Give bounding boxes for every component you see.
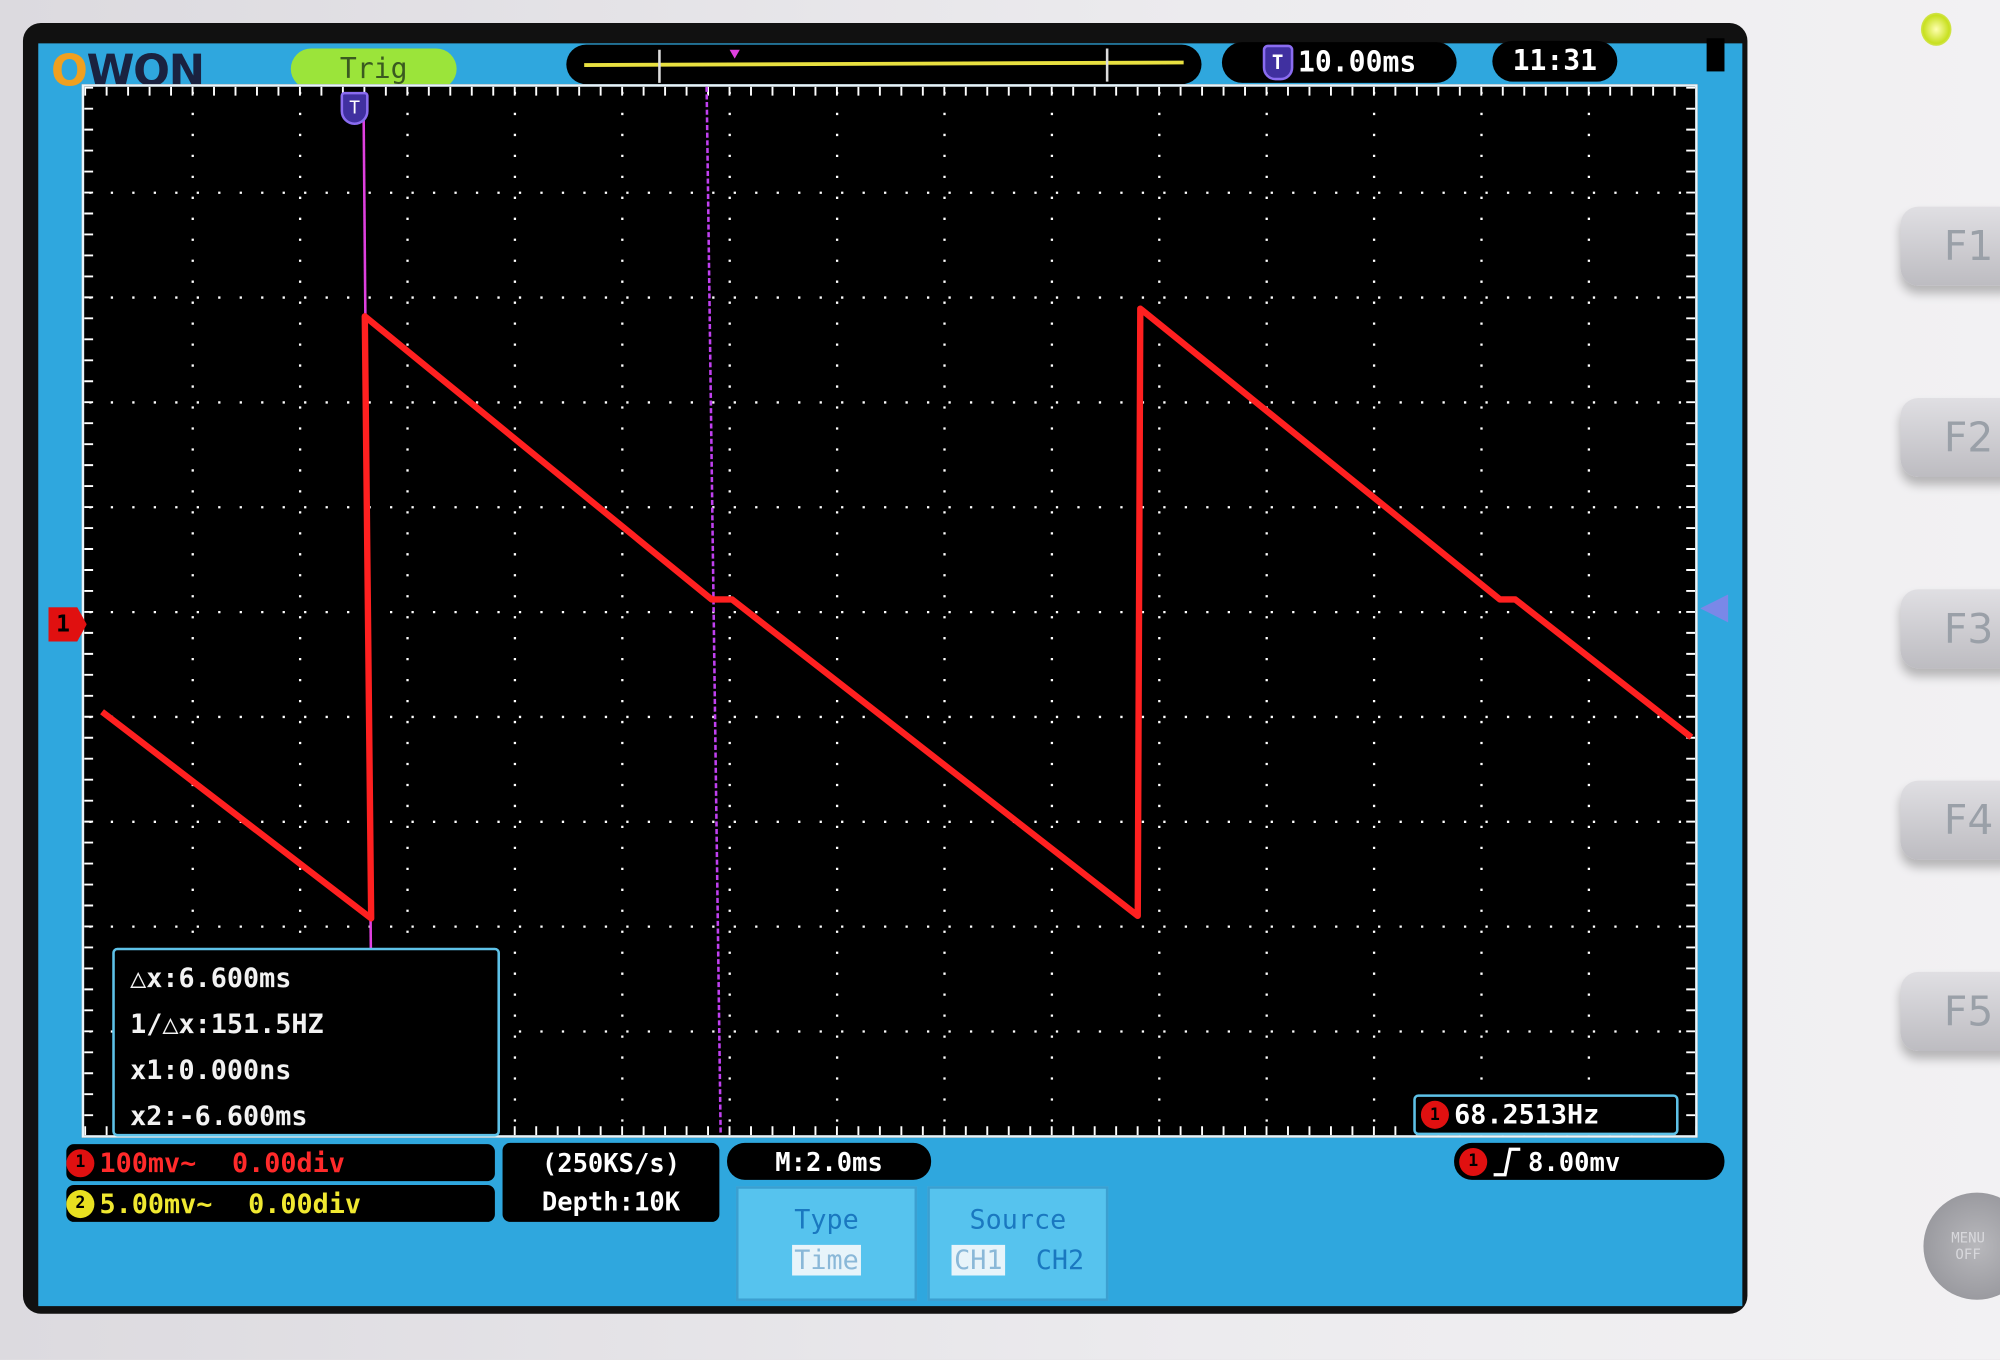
source-option-ch2[interactable]: CH2 bbox=[1035, 1244, 1085, 1276]
memory-bar-graphic bbox=[584, 48, 1184, 83]
trigger-t-icon: T bbox=[1262, 44, 1293, 81]
trigger-time-offset: T 10.00ms bbox=[1221, 42, 1457, 83]
ch1-badge: 1 bbox=[66, 1148, 95, 1177]
ch2-scale: 5.00mv~ bbox=[99, 1188, 213, 1219]
ch2-settings[interactable]: 2 5.00mv~ 0.00div bbox=[66, 1184, 495, 1222]
cursor-x2-line[interactable] bbox=[705, 86, 722, 1136]
memory-position-bar bbox=[566, 44, 1202, 85]
trigger-position-t-marker[interactable]: T bbox=[340, 91, 369, 125]
trigger-position-marker bbox=[729, 49, 740, 59]
ch1-badge: 1 bbox=[1420, 1100, 1449, 1129]
f1-button[interactable]: F1 bbox=[1900, 206, 2000, 286]
trigger-settings: 1 8.00mv bbox=[1454, 1142, 1725, 1180]
f3-button[interactable]: F3 bbox=[1900, 589, 2000, 669]
ch1-settings[interactable]: 1 100mv~ 0.00div bbox=[66, 1144, 495, 1182]
delta-x: △x:6.600ms bbox=[130, 963, 292, 994]
frequency-readout: 1 68.2513Hz bbox=[1413, 1094, 1679, 1136]
memory-track bbox=[584, 60, 1184, 67]
cursor-x1-value: x1:0.000ns bbox=[130, 1054, 292, 1086]
trigger-ch-badge: 1 bbox=[1459, 1147, 1488, 1176]
rising-edge-icon bbox=[1493, 1146, 1521, 1176]
f5-button[interactable]: F5 bbox=[1900, 971, 2000, 1052]
source-option-ch1[interactable]: CH1 bbox=[951, 1244, 1006, 1276]
cursor-measurement-box: △x:6.600ms 1/△x:151.5HZ x1:0.000ns x2:-6… bbox=[112, 947, 500, 1137]
ch2-badge: 2 bbox=[66, 1189, 95, 1218]
ch1-trace bbox=[100, 305, 1694, 922]
inverse-delta-x: 1/△x:151.5HZ bbox=[130, 1008, 324, 1040]
f4-button[interactable]: F4 bbox=[1900, 780, 2000, 860]
ch1-offset: 0.00div bbox=[231, 1147, 345, 1178]
menu-type[interactable]: Type Time bbox=[735, 1186, 918, 1302]
clock: 11:31 bbox=[1492, 40, 1618, 82]
ch1-scale: 100mv~ bbox=[99, 1147, 197, 1178]
sample-rate: (250KS/s) bbox=[541, 1147, 681, 1179]
f2-button[interactable]: F2 bbox=[1900, 397, 2000, 478]
memory-depth: Depth:10K bbox=[541, 1186, 681, 1217]
timebase-readout: M:2.0ms bbox=[727, 1142, 932, 1180]
power-led bbox=[1920, 12, 1952, 46]
menu-source[interactable]: Source CH1 CH2 bbox=[927, 1186, 1109, 1302]
menu-off-button[interactable]: MENU OFF bbox=[1923, 1192, 2000, 1300]
ch2-offset: 0.00div bbox=[248, 1188, 362, 1219]
status-indicator bbox=[1706, 38, 1725, 72]
cursor-x2-value: x2:-6.600ms bbox=[130, 1100, 308, 1132]
trigger-status-badge: Trig bbox=[290, 48, 457, 90]
type-option-time[interactable]: Time bbox=[791, 1244, 862, 1276]
acquisition-info: (250KS/s) Depth:10K bbox=[502, 1142, 720, 1222]
